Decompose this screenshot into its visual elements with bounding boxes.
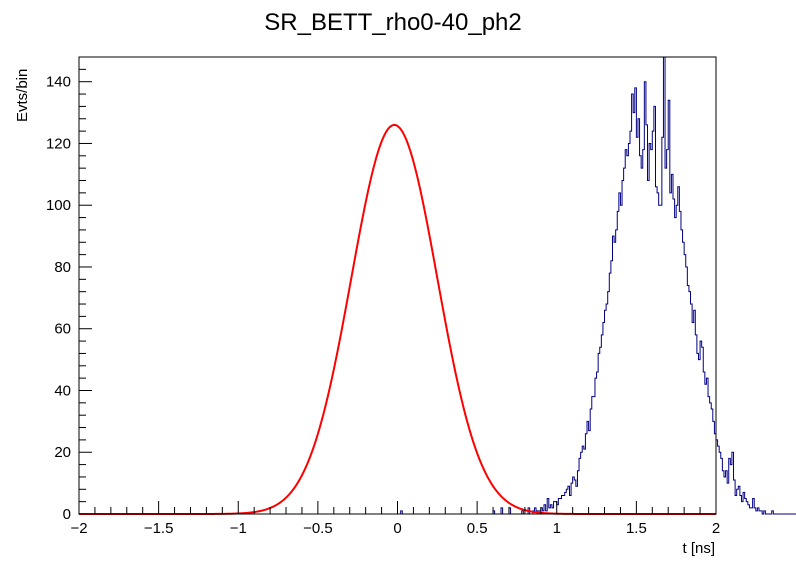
y-tick-label: 20 <box>54 444 71 461</box>
chart-title: SR_BETT_rho0-40_ph2 <box>264 9 521 36</box>
y-tick-label: 40 <box>54 382 71 399</box>
y-tick-label: 0 <box>63 506 71 523</box>
x-tick-label: 0.5 <box>467 520 488 537</box>
x-tick-label: 1 <box>553 520 561 537</box>
x-axis-title: t [ns] <box>682 540 715 557</box>
x-tick-label: 1.5 <box>626 520 647 537</box>
x-tick-label: −1 <box>230 520 247 537</box>
y-axis-title: Evts/bin <box>14 69 31 122</box>
x-tick-label: 2 <box>712 520 720 537</box>
y-tick-label: 80 <box>54 259 71 276</box>
x-tick-label: −0.5 <box>303 520 333 537</box>
x-tick-label: 0 <box>393 520 401 537</box>
x-tick-label: −1.5 <box>144 520 174 537</box>
y-tick-label: 60 <box>54 321 71 338</box>
x-tick-label: −2 <box>70 520 87 537</box>
y-tick-label: 100 <box>46 197 71 214</box>
y-tick-label: 120 <box>46 135 71 152</box>
y-tick-label: 140 <box>46 74 71 91</box>
